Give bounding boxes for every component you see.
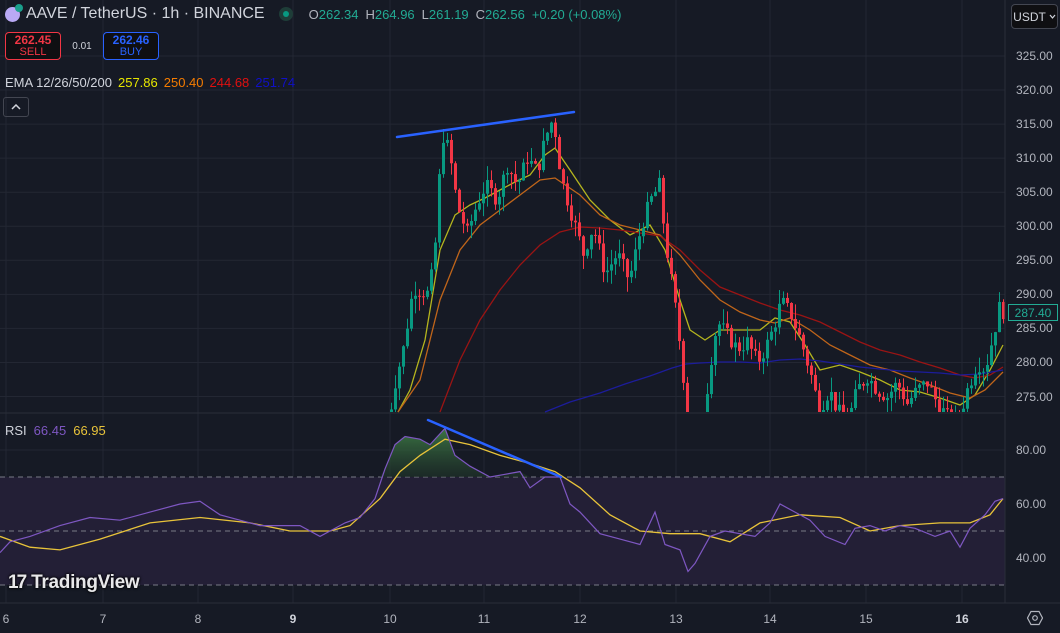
time-tick-label: 13 [669,612,683,626]
rsi-trendline [426,418,563,479]
chart-settings-icon[interactable] [1027,610,1043,626]
ohlc-close-key: C [475,6,486,22]
ohlc-open-key: O [308,6,319,22]
sell-button[interactable]: 262.45 SELL [5,32,61,60]
time-tick-label: 8 [194,612,202,626]
ohlc-low-key: L [421,6,429,22]
price-tick-label: 275.00 [1016,389,1053,404]
spread-value: 0.01 [72,40,92,52]
ohlc-values: O262.34 H264.96 L261.19 C262.56 +0.20 (+… [309,7,622,22]
time-tick-label: 6 [2,612,10,626]
ema-label: EMA 12/26/50/200 [5,75,112,90]
price-tick-label: 310.00 [1016,151,1053,166]
currency-select[interactable]: USDT [1011,4,1058,29]
ohlc-high-value: 264.96 [374,6,415,22]
time-tick-label: 11 [477,612,491,626]
buy-label: BUY [119,46,143,58]
ohlc-low-value: 261.19 [428,6,469,22]
chevron-down-icon [1049,14,1056,19]
tradingview-logo-icon: 17 [8,572,27,593]
ema-12-value: 257.86 [117,75,158,90]
ema-26-value: 250.40 [163,75,204,90]
buy-button[interactable]: 262.46 BUY [103,32,159,60]
symbol-title[interactable]: AAVE / TetherUS · 1h · BINANCE [26,5,265,22]
time-tick-label: 10 [383,612,397,626]
price-tick-label: 295.00 [1016,253,1053,268]
tradingview-watermark[interactable]: 17 TradingView [8,572,140,594]
rsi-tick-label: 40.00 [1016,551,1047,565]
rsi-legend[interactable]: RSI 66.45 66.95 [5,423,106,438]
market-open-status-icon [278,7,293,21]
price-tick-label: 305.00 [1016,185,1053,200]
ema-legend[interactable]: EMA 12/26/50/200 257.86 250.40 244.68 25… [5,75,295,90]
candlesticks [390,118,1005,412]
sell-label: SELL [19,46,47,58]
price-tick-label: 280.00 [1016,355,1053,370]
time-tick-label: 14 [763,612,777,626]
sell-price: 262.45 [14,33,52,47]
currency-label: USDT [1013,9,1046,24]
time-tick-label: 16 [955,612,969,626]
ema-200-value: 251.74 [255,75,296,90]
last-price-label: 287.40 [1008,304,1058,321]
rsi-value: 66.45 [33,423,67,438]
time-tick-label: 9 [289,612,297,626]
price-tick-label: 290.00 [1016,287,1053,302]
ohlc-close-value: 262.56 [485,6,525,22]
rsi-tick-label: 60.00 [1016,497,1047,511]
time-tick-label: 15 [859,612,873,626]
price-tick-label: 320.00 [1016,83,1053,98]
price-trendline [395,110,576,139]
time-tick-label: 12 [573,612,587,626]
chevron-up-icon [11,104,21,110]
price-tick-label: 315.00 [1016,117,1053,132]
ohlc-high-key: H [365,6,375,22]
buy-price: 262.46 [112,33,150,47]
time-tick-label: 7 [99,612,107,626]
tradingview-wordmark: TradingView [31,572,140,593]
symbol-legend[interactable]: AAVE / TetherUS · 1h · BINANCE O262.34 H… [5,3,622,23]
ema-50-value: 244.68 [209,75,250,90]
rsi-band [0,476,1005,586]
rsi-ma-value: 66.95 [73,423,106,438]
rsi-label: RSI [5,423,27,438]
ohlc-open-value: 262.34 [318,6,359,22]
trendlines[interactable] [395,110,576,479]
trade-buttons: 262.45 SELL 0.01 262.46 BUY [5,32,159,60]
price-tick-label: 285.00 [1016,321,1053,336]
price-tick-label: 325.00 [1016,49,1053,63]
price-change: +0.20 (+0.08%) [531,6,622,22]
collapse-legend-button[interactable] [3,97,29,117]
price-tick-label: 300.00 [1016,219,1053,234]
rsi-tick-label: 80.00 [1016,443,1047,457]
aave-coin-icon [5,3,23,22]
